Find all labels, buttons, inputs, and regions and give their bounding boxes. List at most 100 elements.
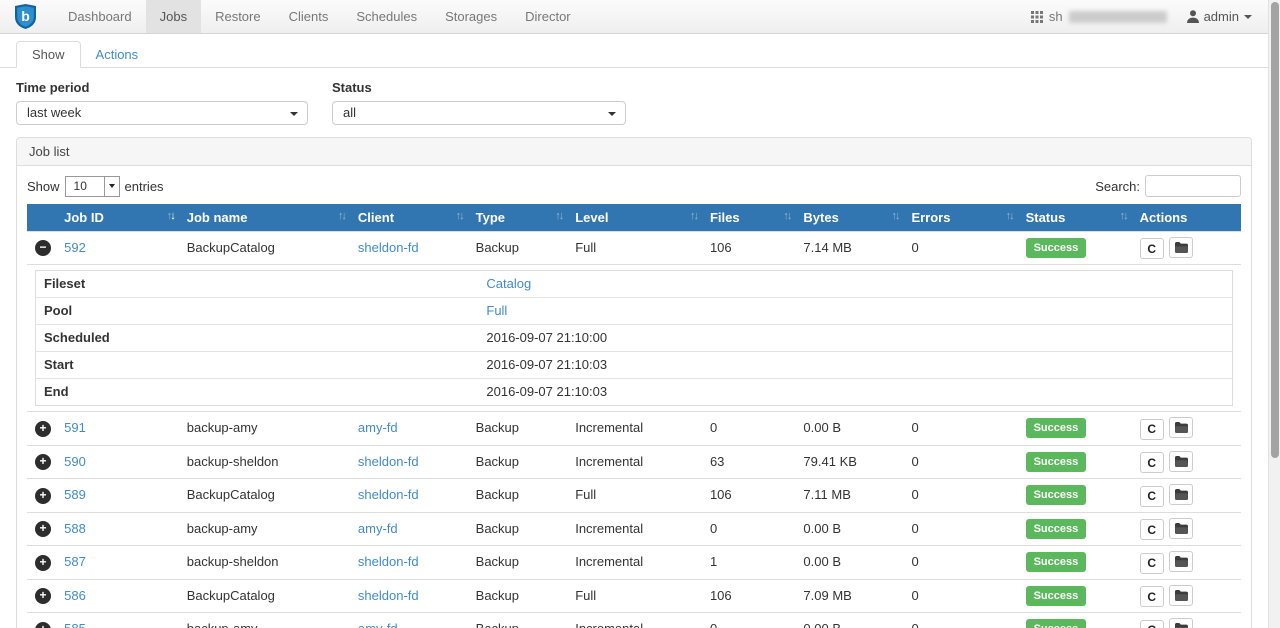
nav-item-restore[interactable]: Restore	[215, 9, 261, 24]
baculum-logo[interactable]: b	[0, 0, 54, 33]
list-files-button[interactable]	[1169, 450, 1194, 472]
client-link[interactable]: amy-fd	[357, 420, 398, 436]
user-menu[interactable]: admin	[1186, 9, 1252, 24]
errors-cell: 0	[903, 411, 1018, 445]
col-header-bytes[interactable]: Bytes ↑↓	[795, 204, 904, 231]
apps-grid-icon[interactable]	[1030, 10, 1043, 23]
nav-item-jobs[interactable]: Jobs	[145, 0, 202, 33]
files-cell: 0	[701, 411, 796, 445]
list-files-button[interactable]	[1169, 584, 1194, 606]
time-period-select[interactable]: last week	[16, 101, 308, 125]
table-header-row: Job ID ↑↓ Job name ↑↓ Client ↑↓ Type ↑↓ Leve…	[27, 204, 1241, 231]
bytes-cell: 0.00 B	[795, 411, 904, 445]
actions-cell: C	[1131, 411, 1241, 445]
job-id-link[interactable]: 590	[64, 453, 86, 469]
client-link[interactable]: sheldon-fd	[357, 487, 419, 503]
search-input[interactable]	[1145, 175, 1241, 197]
restart-icon: C	[1147, 241, 1156, 256]
nav-item-director[interactable]: Director	[525, 9, 571, 24]
scrollbar-thumb[interactable]	[1271, 2, 1279, 458]
expand-row-button[interactable]: +	[35, 521, 51, 538]
expand-row-button[interactable]: +	[35, 588, 51, 605]
expand-row-button[interactable]: +	[35, 621, 51, 628]
job-table: Job ID ↑↓ Job name ↑↓ Client ↑↓ Type ↑↓ Leve…	[27, 204, 1241, 628]
table-row: + 589 BackupCatalog sheldon-fd Backup Fu…	[27, 478, 1241, 512]
sort-icon: ↑↓	[783, 210, 792, 222]
expand-row-button[interactable]: +	[35, 420, 51, 437]
client-link[interactable]: amy-fd	[357, 520, 398, 536]
entries-per-page-select[interactable]: 10	[64, 175, 120, 197]
status-cell: Success	[1017, 511, 1132, 546]
detail-field-value[interactable]: Full	[478, 297, 1233, 325]
errors-cell: 0	[903, 612, 1018, 628]
restart-job-button[interactable]: C	[1139, 552, 1164, 574]
job-id-link[interactable]: 587	[64, 554, 86, 570]
restart-job-button[interactable]: C	[1139, 452, 1164, 473]
client-link[interactable]: sheldon-fd	[357, 554, 419, 570]
list-files-button[interactable]	[1169, 618, 1194, 628]
job-name-cell: backup-sheldon	[178, 545, 350, 579]
list-files-button[interactable]	[1169, 517, 1194, 539]
table-row: + 591 backup-amy amy-fd Backup Increment…	[27, 411, 1241, 445]
restart-job-button[interactable]: C	[1139, 418, 1164, 440]
restart-job-button[interactable]: C	[1139, 238, 1164, 259]
col-header-job-id[interactable]: Job ID ↑↓	[56, 204, 179, 231]
restart-job-button[interactable]: C	[1139, 586, 1164, 607]
restart-icon: C	[1147, 455, 1156, 470]
col-header-level[interactable]: Level ↑↓	[567, 204, 702, 231]
nav-item-schedules[interactable]: Schedules	[356, 9, 418, 24]
expand-row-button[interactable]: −	[35, 240, 51, 257]
detail-field-value[interactable]: Catalog	[478, 270, 1233, 298]
errors-cell: 0	[903, 545, 1018, 579]
list-files-button[interactable]	[1169, 484, 1194, 505]
job-id-cell: 592	[56, 230, 179, 265]
job-id-link[interactable]: 591	[64, 420, 86, 436]
col-header-status[interactable]: Status ↑↓	[1017, 204, 1132, 231]
restart-job-button[interactable]: C	[1139, 519, 1164, 540]
restart-job-button[interactable]: C	[1139, 619, 1164, 628]
client-link[interactable]: sheldon-fd	[357, 453, 419, 469]
nav-item-dashboard[interactable]: Dashboard	[68, 9, 132, 24]
nav-item-storages[interactable]: Storages	[445, 9, 498, 24]
expand-row-button[interactable]: +	[35, 487, 51, 504]
expand-cell: +	[27, 511, 57, 546]
status-badge: Success	[1025, 619, 1087, 628]
list-files-button[interactable]	[1169, 417, 1194, 438]
job-id-link[interactable]: 586	[64, 587, 86, 603]
client-link[interactable]: amy-fd	[358, 621, 398, 628]
vertical-scrollbar[interactable]	[1268, 0, 1280, 628]
nav-item-clients[interactable]: Clients	[288, 9, 329, 24]
job-name-cell: BackupCatalog	[178, 230, 350, 265]
col-header-files[interactable]: Files ↑↓	[701, 204, 796, 231]
job-id-link[interactable]: 585	[64, 621, 86, 628]
expand-row-button[interactable]: +	[35, 454, 51, 471]
list-files-button[interactable]	[1169, 236, 1194, 258]
restart-job-button[interactable]: C	[1139, 485, 1164, 507]
col-header-type[interactable]: Type ↑↓	[467, 204, 568, 231]
col-header-job-name[interactable]: Job name ↑↓	[178, 204, 350, 231]
list-files-button[interactable]	[1169, 551, 1194, 572]
status-select[interactable]: all	[332, 101, 626, 125]
host-name: sh	[1048, 9, 1063, 24]
tab-show[interactable]: Show	[16, 41, 81, 68]
col-header-client[interactable]: Client ↑↓	[349, 204, 468, 231]
type-cell: Backup	[467, 545, 568, 579]
status-cell: Success	[1017, 578, 1132, 613]
folder-icon	[1174, 422, 1188, 433]
job-id-link[interactable]: 588	[64, 520, 86, 536]
status-badge: Success	[1025, 552, 1087, 573]
job-detail-table: Fileset Catalog Pool Full Scheduled 2016…	[35, 270, 1233, 406]
status-badge: Success	[1025, 518, 1087, 539]
select-arrow-icon	[103, 176, 119, 196]
navbar-right: sh admin	[1030, 0, 1268, 33]
job-id-link[interactable]: 592	[64, 239, 86, 255]
tab-actions[interactable]: Actions	[95, 47, 139, 62]
client-link[interactable]: sheldon-fd	[357, 587, 419, 603]
col-header-errors[interactable]: Errors ↑↓	[903, 204, 1018, 231]
expand-row-button[interactable]: +	[35, 554, 51, 571]
client-link[interactable]: sheldon-fd	[357, 239, 419, 255]
errors-cell: 0	[903, 511, 1018, 546]
client-cell: amy-fd	[349, 511, 468, 546]
job-id-link[interactable]: 589	[64, 487, 86, 503]
job-id-cell: 588	[56, 511, 179, 546]
